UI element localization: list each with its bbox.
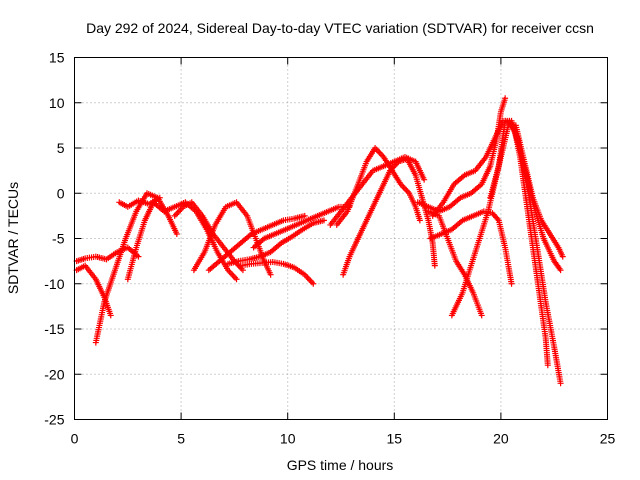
data-point bbox=[301, 212, 308, 219]
x-axis-label: GPS time / hours bbox=[287, 457, 394, 473]
series-arc-3 bbox=[92, 190, 180, 346]
y-tick-label: 15 bbox=[49, 50, 65, 66]
y-tick-label: 0 bbox=[57, 185, 65, 201]
data-point bbox=[233, 276, 240, 283]
data-point bbox=[502, 95, 509, 102]
series-arc-2 bbox=[73, 262, 114, 319]
data-point bbox=[557, 380, 564, 387]
plot-frame bbox=[74, 57, 608, 420]
x-tick-label: 20 bbox=[493, 431, 509, 447]
data-point bbox=[478, 312, 485, 319]
data-point bbox=[310, 280, 317, 287]
data-point bbox=[320, 217, 327, 224]
x-tick-label: 10 bbox=[280, 431, 296, 447]
series-arc-9 bbox=[225, 217, 327, 267]
x-tick-label: 25 bbox=[600, 431, 616, 447]
series-arc-14 bbox=[327, 154, 428, 228]
y-tick-label: 10 bbox=[49, 95, 65, 111]
data-point bbox=[107, 312, 114, 319]
data-point bbox=[267, 271, 274, 278]
axis-ticks bbox=[74, 57, 608, 420]
y-tick-label: -20 bbox=[44, 366, 64, 382]
series-arc-8 bbox=[205, 212, 308, 274]
series-arc-4 bbox=[116, 194, 163, 210]
data-point bbox=[173, 230, 180, 237]
y-tick-label: -5 bbox=[52, 231, 65, 247]
data-point bbox=[135, 253, 142, 260]
series-arc-10 bbox=[237, 259, 317, 287]
series-arc-20 bbox=[487, 117, 551, 369]
data-point bbox=[544, 362, 551, 369]
data-point bbox=[559, 253, 566, 260]
x-tick-label: 15 bbox=[387, 431, 403, 447]
chart-title: Day 292 of 2024, Sidereal Day-to-day VTE… bbox=[86, 20, 594, 36]
data-point bbox=[508, 280, 515, 287]
data-point bbox=[416, 217, 423, 224]
x-tick-label: 5 bbox=[177, 431, 185, 447]
y-tick-label: -25 bbox=[44, 412, 64, 428]
series-arc-1 bbox=[73, 244, 142, 265]
y-axis-label: SDTVAR / TECUs bbox=[5, 182, 21, 294]
series-arc-18 bbox=[425, 208, 485, 319]
y-tick-label: 5 bbox=[57, 140, 65, 156]
data-point bbox=[421, 176, 428, 183]
series-arc-21 bbox=[512, 122, 566, 260]
series-arc-11 bbox=[250, 203, 353, 251]
tick-labels: 0 5 10 15 20 25 -25 -20 -15 -10 -5 0 5 10 15 bbox=[44, 50, 615, 447]
x-tick-label: 0 bbox=[71, 431, 79, 447]
data-point bbox=[557, 267, 564, 274]
series-arc-13 bbox=[333, 145, 423, 228]
y-tick-label: -10 bbox=[44, 276, 64, 292]
series-arc-16 bbox=[429, 117, 564, 274]
y-tick-label: -15 bbox=[44, 321, 64, 337]
data-point bbox=[156, 194, 163, 201]
data-points bbox=[73, 95, 566, 387]
grid-lines bbox=[74, 57, 608, 420]
data-point bbox=[431, 262, 438, 269]
